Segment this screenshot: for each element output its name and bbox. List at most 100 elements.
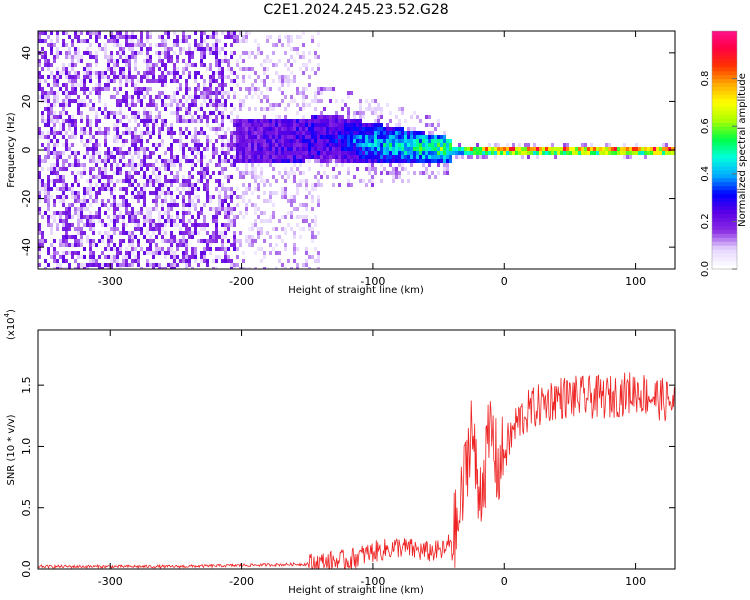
heatmap-cell [62, 107, 65, 111]
heatmap-cell [191, 95, 194, 99]
heatmap-cell [122, 99, 125, 103]
heatmap-cell [80, 99, 83, 103]
heatmap-cell [215, 87, 218, 91]
heatmap-cell [140, 167, 143, 171]
heatmap-cell [482, 147, 485, 151]
heatmap-cell [254, 239, 257, 243]
heatmap-cell [65, 143, 68, 147]
heatmap-cell [377, 151, 380, 155]
heatmap-cell [197, 147, 200, 151]
heatmap-cell [80, 231, 83, 235]
heatmap-cell [182, 255, 185, 259]
heatmap-cell [158, 191, 161, 195]
heatmap-cell [125, 231, 128, 235]
heatmap-cell [239, 87, 242, 91]
heatmap-cell [644, 155, 647, 159]
heatmap-cell [434, 151, 437, 155]
heatmap-cell [347, 171, 350, 175]
heatmap-cell [302, 179, 305, 183]
heatmap-cell [89, 179, 92, 183]
heatmap-cell [299, 67, 302, 71]
heatmap-cell [386, 135, 389, 139]
heatmap-cell [227, 143, 230, 147]
heatmap-cell [143, 87, 146, 91]
heatmap-cell [149, 67, 152, 71]
heatmap-cell [128, 147, 131, 151]
heatmap-cell [173, 71, 176, 75]
heatmap-cell [134, 187, 137, 191]
heatmap-cell [128, 171, 131, 175]
heatmap-cell [110, 235, 113, 239]
heatmap-cell [383, 131, 386, 135]
heatmap-cell [272, 175, 275, 179]
heatmap-cell [98, 127, 101, 131]
heatmap-cell [254, 139, 257, 143]
heatmap-cell [143, 147, 146, 151]
heatmap-cell [173, 175, 176, 179]
heatmap-cell [131, 95, 134, 99]
heatmap-cell [188, 183, 191, 187]
heatmap-cell [47, 35, 50, 39]
heatmap-cell [194, 127, 197, 131]
heatmap-cell [323, 151, 326, 155]
heatmap-cell [191, 183, 194, 187]
heatmap-cell [176, 155, 179, 159]
heatmap-cell [98, 35, 101, 39]
heatmap-cell [44, 155, 47, 159]
heatmap-cell [230, 67, 233, 71]
heatmap-cell [233, 231, 236, 235]
heatmap-cell [257, 183, 260, 187]
heatmap-cell [98, 211, 101, 215]
heatmap-cell [296, 215, 299, 219]
heatmap-cell [218, 103, 221, 107]
heatmap-cell [206, 191, 209, 195]
heatmap-cell [302, 115, 305, 119]
heatmap-cell [290, 155, 293, 159]
heatmap-cell [431, 159, 434, 163]
heatmap-cell [308, 147, 311, 151]
heatmap-cell [200, 171, 203, 175]
heatmap-cell [344, 123, 347, 127]
heatmap-cell [71, 79, 74, 83]
heatmap-cell [224, 175, 227, 179]
heatmap-cell [431, 123, 434, 127]
heatmap-cell [140, 207, 143, 211]
heatmap-cell [146, 119, 149, 123]
heatmap-cell [110, 39, 113, 43]
heatmap-cell [341, 99, 344, 103]
heatmap-cell [293, 179, 296, 183]
heatmap-cell [209, 127, 212, 131]
heatmap-cell [203, 83, 206, 87]
heatmap-cell [209, 75, 212, 79]
heatmap-cell [428, 175, 431, 179]
heatmap-cell [47, 75, 50, 79]
heatmap-cell [290, 99, 293, 103]
heatmap-cell [278, 87, 281, 91]
colorbar-step [712, 82, 737, 88]
heatmap-cell [83, 231, 86, 235]
heatmap-cell [281, 147, 284, 151]
heatmap-cell [275, 235, 278, 239]
heatmap-cell [62, 211, 65, 215]
heatmap-cell [215, 235, 218, 239]
heatmap-cell [80, 135, 83, 139]
heatmap-cell [269, 127, 272, 131]
heatmap-cell [50, 103, 53, 107]
heatmap-cell [296, 127, 299, 131]
heatmap-cell [254, 131, 257, 135]
heatmap-cell [146, 207, 149, 211]
heatmap-cell [86, 151, 89, 155]
heatmap-cell [116, 147, 119, 151]
heatmap-cell [92, 187, 95, 191]
heatmap-cell [89, 247, 92, 251]
heatmap-cell [107, 79, 110, 83]
heatmap-cell [371, 139, 374, 143]
heatmap-cell [311, 119, 314, 123]
heatmap-cell [134, 115, 137, 119]
heatmap-cell [623, 143, 626, 147]
heatmap-cell [617, 147, 620, 151]
colorbar-step [712, 98, 737, 103]
heatmap-cell [443, 167, 446, 171]
heatmap-cell [377, 127, 380, 131]
heatmap-cell [278, 131, 281, 135]
